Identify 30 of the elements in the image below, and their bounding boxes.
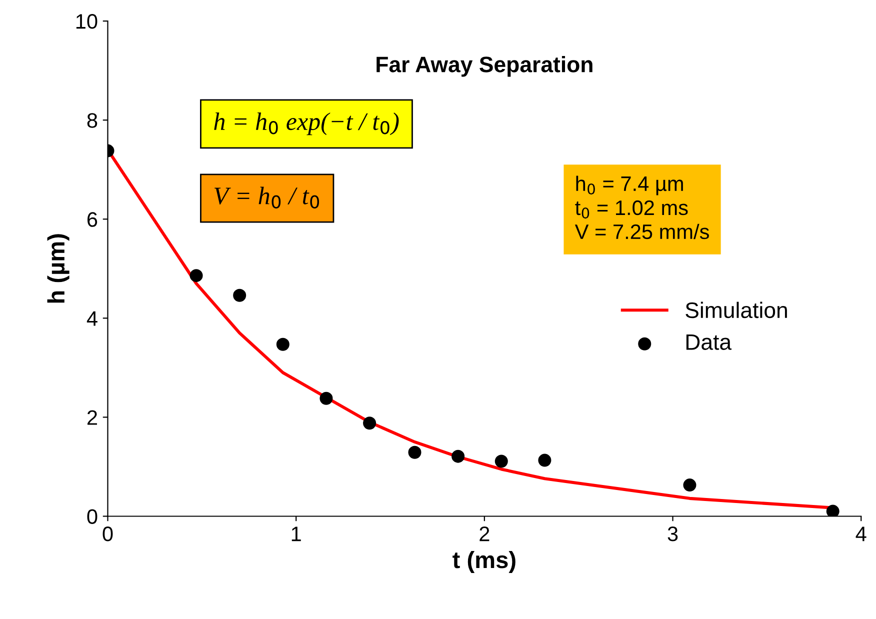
x-tick-label: 0 xyxy=(102,526,113,542)
point xyxy=(408,446,422,459)
y-tick-label: 6 xyxy=(88,212,98,227)
annotation: V = h$_{0}$ / t$_{0}$ xyxy=(214,186,320,208)
y-tick-label: 10 xyxy=(76,14,98,29)
point xyxy=(363,416,376,430)
point xyxy=(233,288,246,302)
point xyxy=(190,269,203,282)
y-tick-label: 4 xyxy=(86,311,98,326)
x-tick-label: 4 xyxy=(856,526,866,542)
y-tick-label: 2 xyxy=(87,410,97,425)
point xyxy=(276,338,290,351)
y-axis-title: h (µm) xyxy=(47,234,70,303)
point xyxy=(683,478,696,492)
annotation: h$_{0}$ = 7.4 µm t$_{0}$ = 1.02 ms V = 7.25 mm/s xyxy=(574,176,709,240)
annotation: h = h$_{0}$ exp(−t / t$_{0}$) xyxy=(214,112,399,136)
legend-label: Simulation xyxy=(686,302,787,318)
legend-label: Data xyxy=(686,334,732,350)
x-tick-label: 3 xyxy=(668,526,678,542)
x-axis-title: t (ms) xyxy=(452,550,516,573)
point xyxy=(538,454,552,467)
y-tick-label: 8 xyxy=(87,113,98,128)
point xyxy=(494,454,508,468)
text: Far Away Separation xyxy=(376,56,592,77)
point xyxy=(826,504,840,516)
x-tick-label: 1 xyxy=(292,526,301,542)
point xyxy=(320,392,333,405)
x-tick-label: 2 xyxy=(480,526,490,542)
point xyxy=(452,450,465,463)
y-tick-label: 0 xyxy=(87,509,98,524)
